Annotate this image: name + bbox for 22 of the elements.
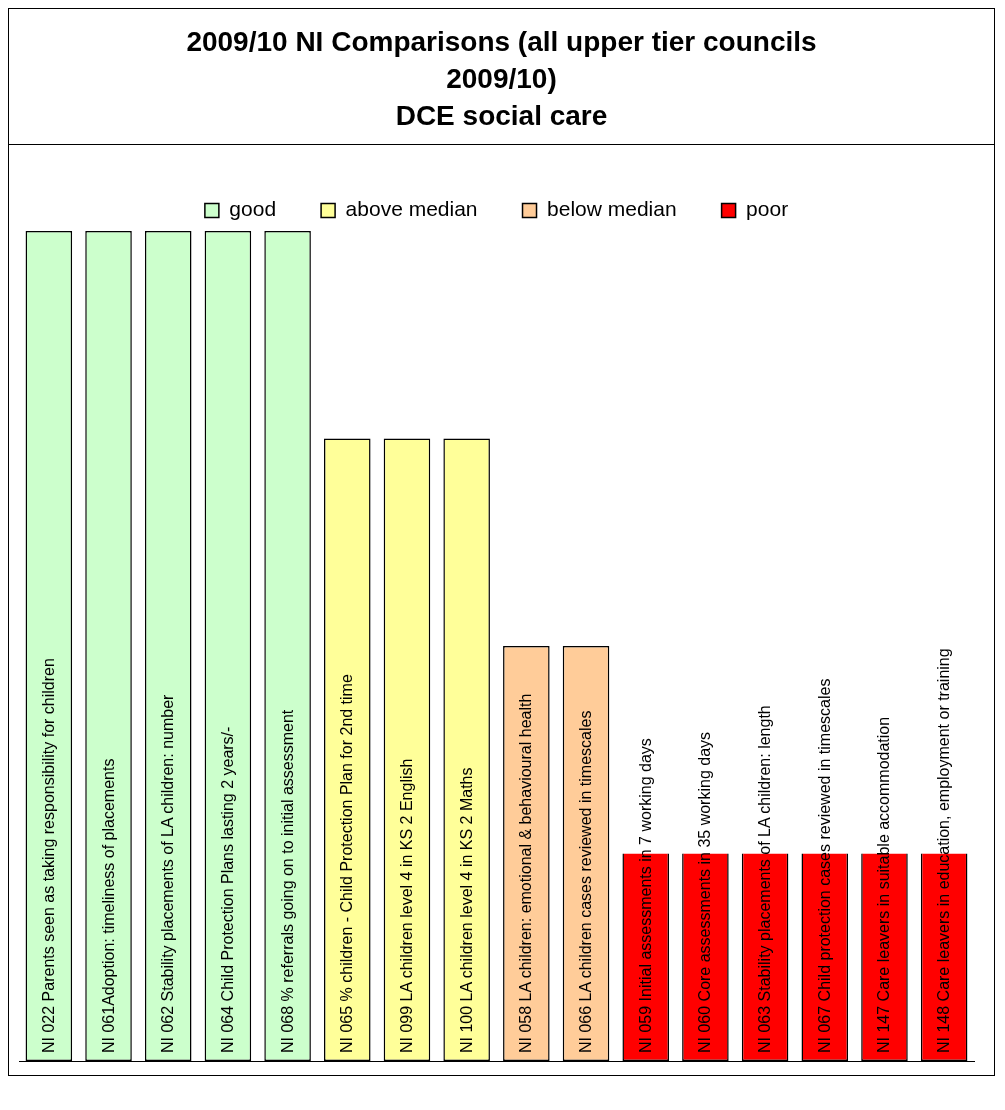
x-tick-label: NI 099 LA children level 4 in KS 2 English <box>397 758 415 1053</box>
legend-label: above median <box>345 197 478 221</box>
x-tick-label: NI 062 Stability placements of LA children: number <box>159 693 178 1053</box>
x-tick-label: NI 148 Care leavers in education, employment or training <box>935 647 954 1053</box>
x-tick-label: NI 064 Child Protection Plans lasting 2 years/- <box>218 726 236 1053</box>
x-tick-label: NI 065 % children - Child Protection Plan for 2nd time <box>338 674 356 1053</box>
x-tick-label: NI 060 Core assessments in 35 working days <box>696 730 715 1053</box>
x-tick-label: NI 059 Initial assessments in 7 working days <box>636 738 654 1053</box>
x-tick-label: NI 100 LA children level 4 in KS 2 Maths <box>457 767 475 1053</box>
chart-title: 2009/10 NI Comparisons (all upper tier councils 2009/10) <box>185 25 818 96</box>
x-tick-label: NI 063 Stability placements of LA children: length <box>756 705 774 1053</box>
x-tick-label: NI 058 LA children: emotional & behavioural health <box>517 692 536 1053</box>
x-tick-label: NI 147 Care leavers in suitable accommodation <box>875 715 894 1053</box>
x-tick-label: NI 068 % referrals going on to initial assessment <box>278 708 297 1053</box>
x-tick-label: NI 067 Child protection cases reviewed in timescales <box>815 677 834 1053</box>
x-tick-label: NI 022 Parents seen as taking responsibility for children <box>39 657 58 1053</box>
legend-label: below median <box>547 197 677 221</box>
chart-subtitle: DCE social care <box>394 99 609 133</box>
x-tick-label: NI 066 LA children cases reviewed in timescales <box>577 710 595 1053</box>
legend-label: good <box>229 197 277 221</box>
x-tick-label: NI 061Adoption: timeliness of placements <box>99 757 118 1053</box>
legend-label: poor <box>746 197 789 221</box>
